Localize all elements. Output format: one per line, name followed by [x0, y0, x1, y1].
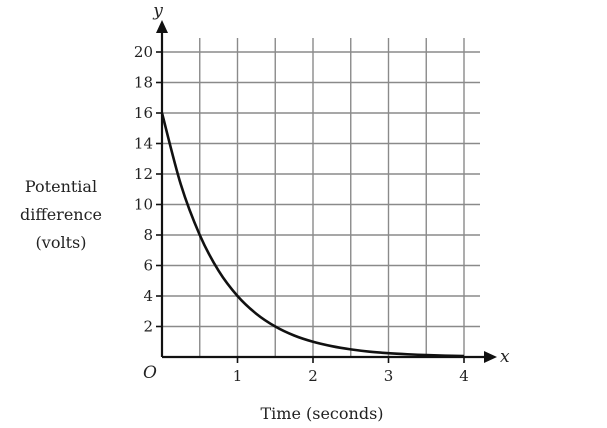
grid-lines — [162, 38, 480, 357]
y-tick-label: 2 — [143, 318, 153, 336]
x-tick-label: 1 — [233, 367, 243, 385]
y-tick-label: 18 — [134, 74, 153, 92]
y-tick-label: 8 — [143, 226, 153, 244]
x-axis-title: Time (seconds) — [260, 404, 383, 423]
y-tick-label: 12 — [134, 165, 153, 183]
x-tick-label: 4 — [459, 367, 469, 385]
y-tick-label: 10 — [134, 196, 153, 214]
y-tick-label: 16 — [134, 104, 153, 122]
y-tick-label: 4 — [143, 287, 153, 305]
x-axis-letter: x — [500, 347, 510, 367]
y-axis-title-line-3: (volts) — [36, 233, 87, 252]
y-tick-label: 20 — [134, 43, 153, 61]
y-tick-label: 14 — [134, 135, 153, 153]
x-axis-arrow-icon — [484, 351, 497, 363]
x-tick-label: 3 — [384, 367, 394, 385]
y-axis-letter: y — [152, 1, 163, 21]
x-tick-label: 2 — [308, 367, 318, 385]
y-tick-label: 6 — [143, 257, 153, 275]
y-axis-title-line-1: Potential — [25, 177, 97, 196]
axes — [156, 20, 497, 363]
decay-curve — [160, 112, 465, 358]
y-axis-arrow-icon — [156, 20, 168, 33]
y-axis-title-line-2: difference — [20, 205, 102, 224]
origin-label: O — [143, 363, 157, 383]
